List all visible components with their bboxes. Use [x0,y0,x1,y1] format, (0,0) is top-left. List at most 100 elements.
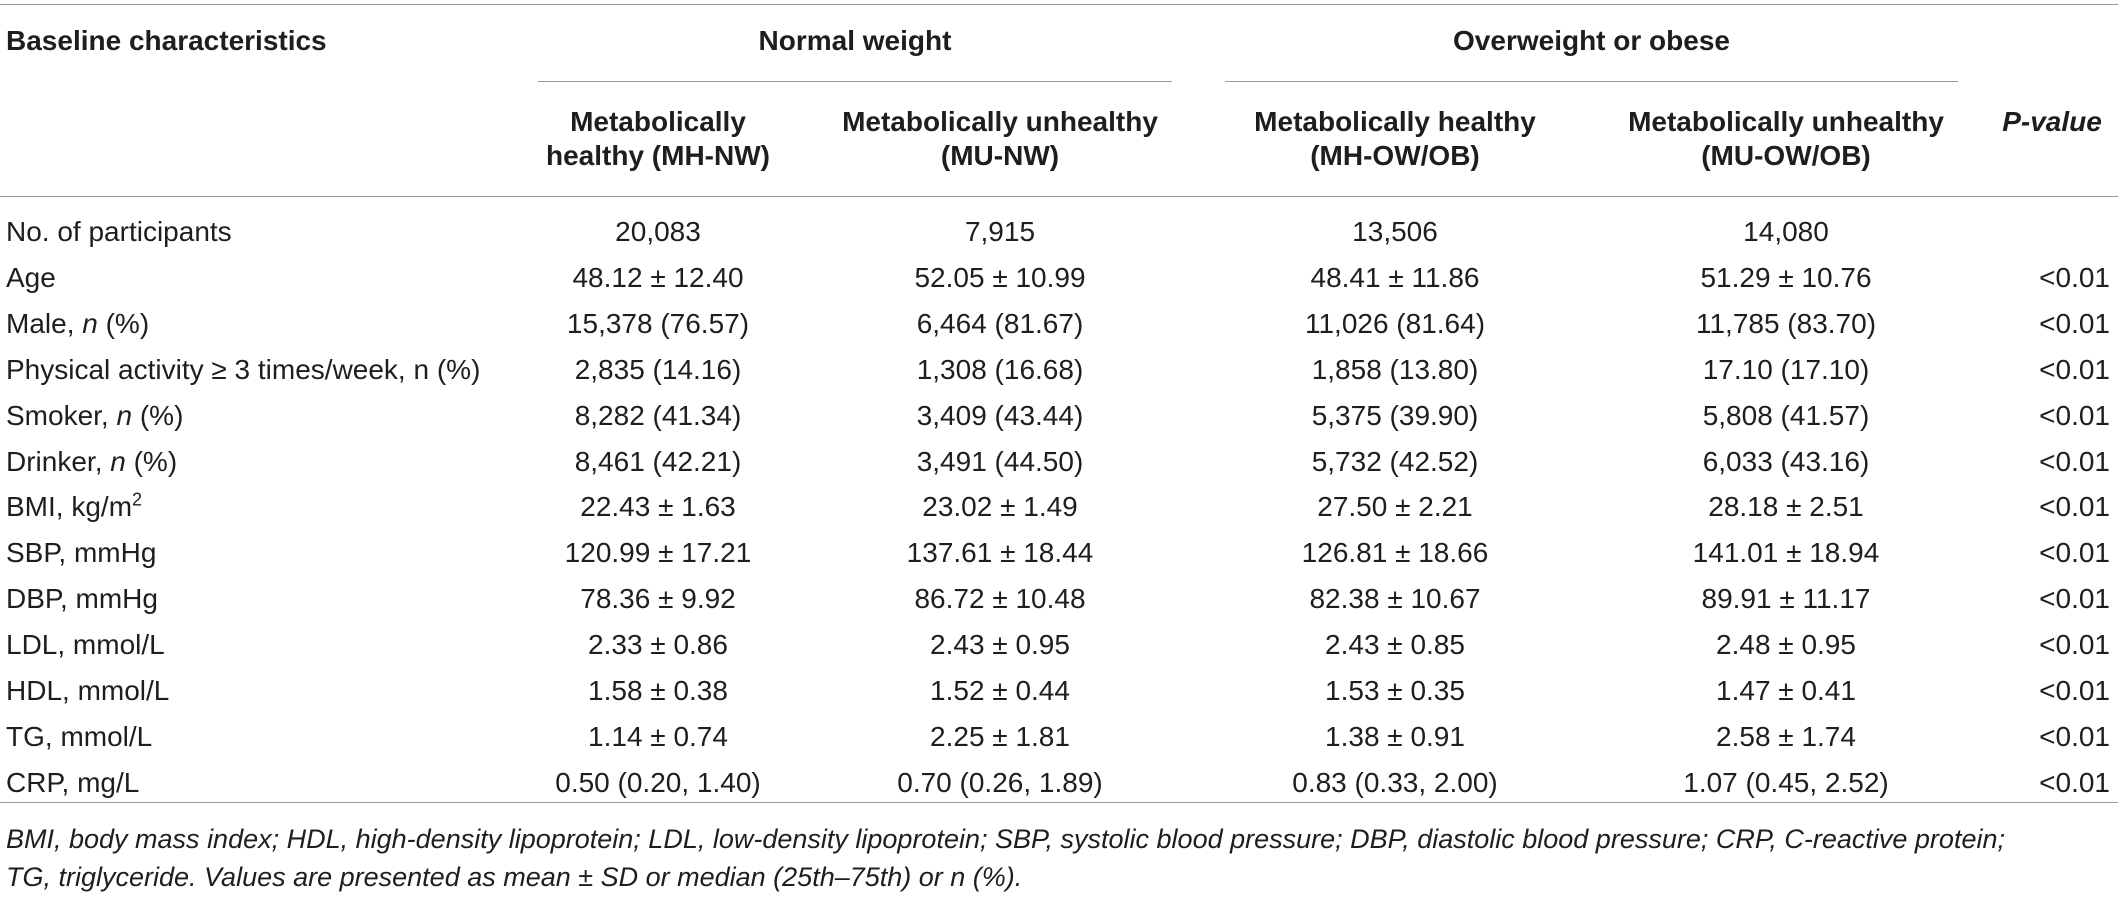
table-cell: 1.53 ± 0.35 [1325,675,1465,706]
row-label-italic: n [116,400,133,431]
header-rule [0,196,2118,197]
table-cell: 137.61 ± 18.44 [906,537,1094,568]
row-label: BMI, kg/m2 [6,490,142,524]
col-header-mu-ow-line1: Metabolically unhealthy [1628,106,1944,137]
col-header-mh-nw: Metabolically healthy (MH-NW) [538,105,778,173]
table-cell: 0.70 (0.26, 1.89) [897,767,1103,798]
col-header-mh-nw-line1: Metabolically [570,106,746,137]
table-cell: 17.10 (17.10) [1702,354,1870,385]
row-label: Male, n (%) [6,307,149,341]
row-label: DBP, mmHg [6,583,158,614]
table-cell: 11,026 (81.64) [1304,308,1486,339]
row-label-suffix: (%) [125,446,178,477]
table-cell: 6,033 (43.16) [1702,446,1870,477]
col-header-mu-nw-line2: (MU-NW) [940,140,1060,171]
table-cell: 1.07 (0.45, 2.52) [1683,767,1889,798]
table-cell: 13,506 [1352,216,1438,247]
pvalue-cell: <0.01 [2039,721,2110,752]
table-cell: 48.12 ± 12.40 [572,262,744,293]
table-cell: 1.52 ± 0.44 [930,675,1070,706]
table-cell: 78.36 ± 9.92 [580,583,736,614]
col-header-pvalue: P-value [2002,106,2102,137]
row-label-suffix: (%) [132,400,184,431]
col-header-mh-ow-line2: (MH-OW/OB) [1310,140,1480,171]
table-cell: 1.14 ± 0.74 [588,721,728,752]
table-cell: 1,858 (13.80) [1311,354,1479,385]
row-label-italic: n [82,308,98,339]
pvalue-cell: <0.01 [2039,583,2110,614]
table-cell: 14,080 [1743,216,1829,247]
row-label: Physical activity ≥ 3 times/week, n (%) [6,354,481,385]
table-cell: 8,461 (42.21) [574,446,742,477]
table-cell: 120.99 ± 17.21 [564,537,752,568]
table-cell: 1.38 ± 0.91 [1325,721,1465,752]
table-cell: 20,083 [615,216,701,247]
normal-weight-group-rule [538,81,1172,82]
pvalue-cell: <0.01 [2039,537,2110,568]
table-cell: 86.72 ± 10.48 [914,583,1086,614]
table-cell: 3,491 (44.50) [916,446,1084,477]
col-header-mh-ow-line1: Metabolically healthy [1254,106,1536,137]
col-header-mu-nw-line1: Metabolically unhealthy [842,106,1158,137]
table-cell: 27.50 ± 2.21 [1317,491,1473,522]
table-cell: 0.50 (0.20, 1.40) [555,767,761,798]
table-cell: 2.33 ± 0.86 [588,629,728,660]
pvalue-cell: <0.01 [2039,446,2110,477]
table-footnote: BMI, body mass index; HDL, high-density … [6,820,2106,896]
table-cell: 6,464 (81.67) [916,308,1084,339]
table-cell: 89.91 ± 11.17 [1701,583,1871,614]
table-cell: 48.41 ± 11.86 [1310,262,1480,293]
row-label: Drinker, n (%) [6,445,177,479]
table-cell: 23.02 ± 1.49 [922,491,1078,522]
table-cell: 3,409 (43.44) [916,400,1084,431]
group-normal-weight: Normal weight [758,25,952,56]
row-label-text: Male, [6,308,83,339]
row-label-suffix: (%) [97,308,150,339]
pvalue-cell: <0.01 [2039,675,2110,706]
table-cell: 11,785 (83.70) [1695,308,1877,339]
col-header-mh-ow: Metabolically healthy (MH-OW/OB) [1225,105,1565,173]
row-label-text: Smoker, [6,400,117,431]
col-header-mh-nw-line2: healthy (MH-NW) [546,140,770,171]
pvalue-cell: <0.01 [2039,308,2110,339]
pvalue-cell: <0.01 [2039,767,2110,798]
table-cell: 5,375 (39.90) [1311,400,1479,431]
table-cell: 1,308 (16.68) [916,354,1084,385]
table-cell: 5,732 (42.52) [1311,446,1479,477]
table-cell: 28.18 ± 2.51 [1708,491,1864,522]
bottom-rule [0,802,2118,803]
footnote-line-2: TG, triglyceride. Values are presented a… [6,862,1023,892]
row-label-text: Drinker, [6,446,111,477]
table-cell: 126.81 ± 18.66 [1301,537,1489,568]
table-cell: 1.47 ± 0.41 [1716,675,1856,706]
table-cell: 0.83 (0.33, 2.00) [1292,767,1498,798]
pvalue-cell: <0.01 [2039,491,2110,522]
pvalue-cell: <0.01 [2039,400,2110,431]
table-cell: 82.38 ± 10.67 [1309,583,1481,614]
group-overweight-obese: Overweight or obese [1453,25,1730,56]
top-rule [0,4,2118,5]
pvalue-cell: <0.01 [2039,354,2110,385]
row-label: TG, mmol/L [6,721,153,752]
col-header-mu-ow: Metabolically unhealthy (MU-OW/OB) [1608,105,1964,173]
overweight-group-rule [1225,81,1958,82]
row-label-italic: n [110,446,126,477]
footnote-line-1: BMI, body mass index; HDL, high-density … [6,824,2005,854]
header-corner: Baseline characteristics [6,25,327,56]
row-label: No. of participants [6,216,232,247]
table-cell: 7,915 [964,216,1036,247]
col-header-mu-nw: Metabolically unhealthy (MU-NW) [822,105,1178,173]
row-label: Age [6,262,56,293]
row-label-text: BMI, kg/m [6,491,133,522]
row-label-superscript: 2 [132,489,143,510]
row-label: Smoker, n (%) [6,399,183,433]
col-header-mu-ow-line2: (MU-OW/OB) [1701,140,1871,171]
row-label: LDL, mmol/L [6,629,165,660]
table-cell: 2.58 ± 1.74 [1716,721,1856,752]
table-cell: 51.29 ± 10.76 [1700,262,1872,293]
table-cell: 52.05 ± 10.99 [914,262,1086,293]
row-label: SBP, mmHg [6,537,157,568]
table-cell: 1.58 ± 0.38 [588,675,728,706]
table-cell: 141.01 ± 18.94 [1692,537,1880,568]
